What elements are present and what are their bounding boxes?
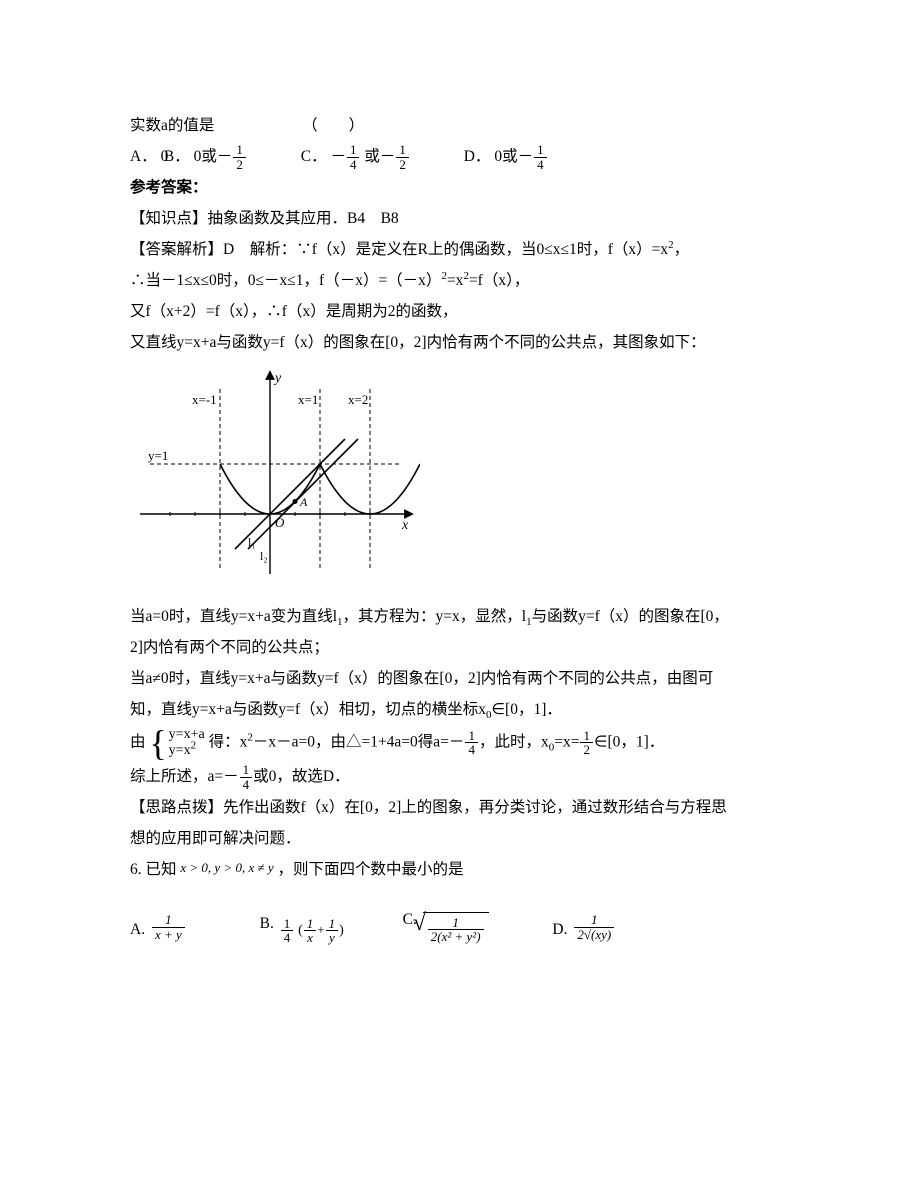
q6-option-a: A. 1 x + y xyxy=(130,911,186,945)
fraction: 1 x + y xyxy=(152,913,185,941)
q6-options-row: A. 1 x + y B. 14 (1x+1y) C. √ 1 2(x² + xyxy=(130,901,800,945)
opt-label: D． xyxy=(464,148,491,165)
opt-prefix: 0或－ xyxy=(194,148,233,165)
solution-line-5: 当a=0时，直线y=x+a变为直线l1，其方程为：y=x，显然，l1与函数y=f… xyxy=(130,601,800,632)
q6-condition: x > 0, y > 0, x ≠ y xyxy=(180,860,273,875)
q5-option-c: C． －14 或－12 xyxy=(301,141,410,172)
q5-stem-paren: （ ） xyxy=(302,117,364,134)
hint-line-2: 想的应用即可解决问题． xyxy=(130,823,800,854)
opt-prefix: － xyxy=(330,148,346,165)
q6-stem: 6. 已知 x > 0, y > 0, x ≠ y ，则下面四个数中最小的是 xyxy=(130,854,800,885)
equation-system: y=x+a y=x2 xyxy=(169,727,205,759)
opt-mid: 或－ xyxy=(360,148,395,165)
opt-prefix: 0或－ xyxy=(494,148,533,165)
opt-label: C． xyxy=(301,148,327,165)
solution-line-7: 当a≠0时，直线y=x+a与函数y=f（x）的图象在[0，2]内恰有两个不同的公… xyxy=(130,663,800,694)
fraction: 12 xyxy=(580,729,593,757)
fraction: 12 xyxy=(396,143,409,171)
solution-line-9: 由 { y=x+a y=x2 得：x2－x－a=0，由△=1+4a=0得a=－1… xyxy=(130,725,800,761)
solution-line-8: 知，直线y=x+a与函数y=f（x）相切，切点的横坐标x0∈[0，1]． xyxy=(130,694,800,725)
fraction: 12 xyxy=(233,143,246,171)
svg-text:x=-1: x=-1 xyxy=(192,392,217,407)
hint-line-1: 【思路点拨】先作出函数f（x）在[0，2]上的图象，再分类讨论，通过数形结合与方… xyxy=(130,792,800,823)
q5-stem-text: 实数a的值是 xyxy=(130,117,214,134)
answer-header: 参考答案： xyxy=(130,172,800,203)
solution-line-6: 2]内恰有两个不同的公共点； xyxy=(130,632,800,663)
q6-option-b: B. 14 (1x+1y) xyxy=(260,905,344,945)
opt-label: B． xyxy=(164,148,190,165)
q6-option-c: C. √ 1 2(x² + y²) xyxy=(403,901,489,945)
q5-option-d: D． 0或－14 xyxy=(464,141,548,172)
fraction: 14 xyxy=(281,917,294,945)
svg-text:y: y xyxy=(273,371,282,386)
fraction: 1 2√(xy) xyxy=(574,913,614,941)
svg-text:O: O xyxy=(275,515,285,530)
opt-label: A． xyxy=(130,148,157,165)
svg-text:x: x xyxy=(401,518,409,533)
solution-line-2: ∴当－1≤x≤0时，0≤－x≤1，f（－x）=（－x）2=x2=f（x）， xyxy=(130,265,800,296)
solution-line-3: 又f（x+2）=f（x），∴f（x）是周期为2的函数， xyxy=(130,296,800,327)
fraction: 1 2(x² + y²) xyxy=(428,916,484,944)
fraction: 1y xyxy=(326,917,339,945)
fraction: 14 xyxy=(465,729,478,757)
solution-line-10: 综上所述，a=－14或0，故选D． xyxy=(130,761,800,792)
q6-option-d: D. 1 2√(xy) xyxy=(552,911,615,945)
fraction: 14 xyxy=(347,143,360,171)
square-root: √ 1 2(x² + y²) xyxy=(423,912,489,945)
solution-line-1: 【答案解析】D 解析：∵f（x）是定义在R上的偶函数，当0≤x≤1时，f（x）=… xyxy=(130,234,800,265)
q5-options-row: A． 0 B． 0或－12 C． －14 或－12 D． 0或－14 xyxy=(130,141,800,172)
q5-option-b: B． 0或－12 xyxy=(164,141,247,172)
svg-text:A: A xyxy=(299,495,308,509)
svg-text:x=2: x=2 xyxy=(348,392,368,407)
svg-text:l₁: l₁ xyxy=(248,535,256,549)
fraction: 14 xyxy=(534,143,547,171)
fraction: 14 xyxy=(240,763,253,791)
fraction: 1x xyxy=(304,917,317,945)
svg-text:y=1: y=1 xyxy=(148,448,168,463)
svg-text:l₂: l₂ xyxy=(260,549,268,563)
svg-text:x=1: x=1 xyxy=(298,392,318,407)
knowledge-line: 【知识点】抽象函数及其应用．B4 B8 xyxy=(130,203,800,234)
graph-figure: y x O x=-1 x=1 x=2 y=1 A l₁ l₂ xyxy=(120,364,800,595)
solution-line-4: 又直线y=x+a与函数y=f（x）的图象在[0，2]内恰有两个不同的公共点，其图… xyxy=(130,327,800,358)
q5-stem-line: 实数a的值是 （ ） xyxy=(130,110,800,141)
